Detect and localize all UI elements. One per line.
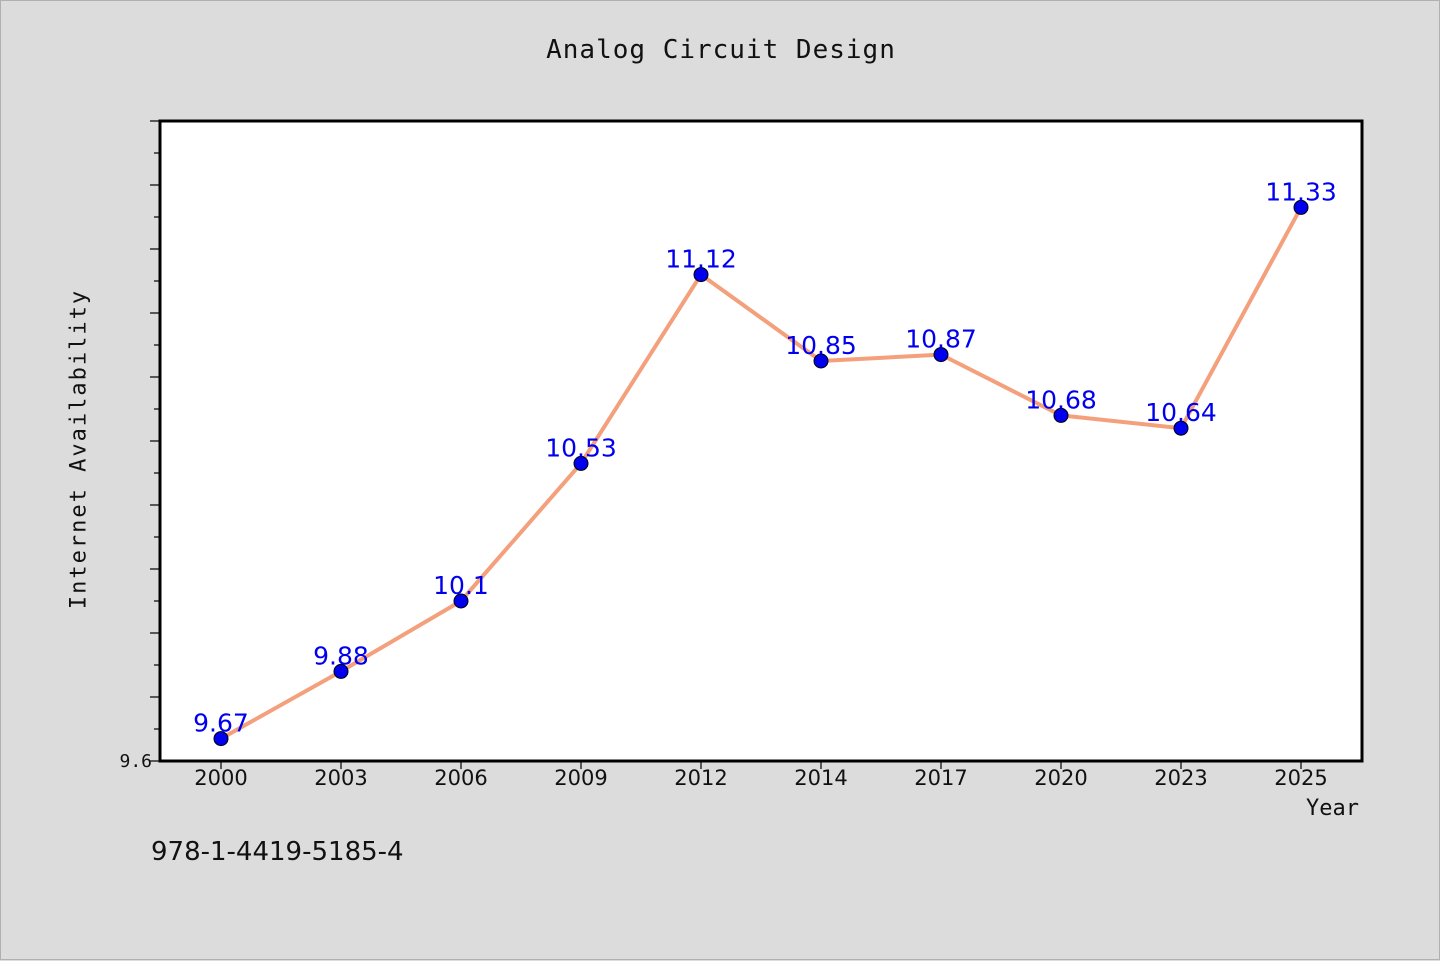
data-point (933, 347, 949, 363)
chart-title: Analog Circuit Design (546, 35, 896, 65)
x-tick-label: 2014 (794, 766, 847, 790)
x-tick-label: 2023 (1154, 766, 1207, 790)
data-label: 10.87 (905, 325, 977, 354)
x-axis-label: Year (1306, 796, 1359, 821)
data-point (213, 731, 229, 747)
x-tick-label: 2009 (554, 766, 607, 790)
data-label: 11.12 (665, 245, 737, 274)
data-point (693, 267, 709, 283)
data-label: 10.68 (1025, 385, 1097, 414)
data-point (813, 353, 829, 369)
data-point (573, 455, 589, 471)
data-label: 10.64 (1145, 398, 1217, 427)
data-label: 10.1 (433, 571, 489, 600)
data-label: 9.88 (313, 641, 369, 670)
x-tick-label: 2020 (1034, 766, 1087, 790)
data-label: 9.67 (193, 709, 249, 738)
x-tick-label: 2000 (194, 766, 247, 790)
isbn-text: 978-1-4419-5185-4 (151, 837, 404, 867)
data-point (1173, 420, 1189, 436)
x-tick-label: 2017 (914, 766, 967, 790)
data-label: 11.33 (1265, 177, 1337, 206)
x-tick-label: 2006 (434, 766, 487, 790)
data-point (453, 593, 469, 609)
x-tick-label: 2003 (314, 766, 367, 790)
x-tick-label: 2025 (1274, 766, 1327, 790)
x-tick-label: 2012 (674, 766, 727, 790)
y-tick-label: 9.6 (119, 751, 152, 772)
data-label: 10.53 (545, 433, 617, 462)
plot-frame (158, 119, 1364, 763)
data-point (1293, 199, 1309, 215)
data-point (333, 663, 349, 679)
series-line (220, 206, 1303, 741)
data-point (1053, 407, 1069, 423)
data-label: 10.85 (785, 331, 857, 360)
